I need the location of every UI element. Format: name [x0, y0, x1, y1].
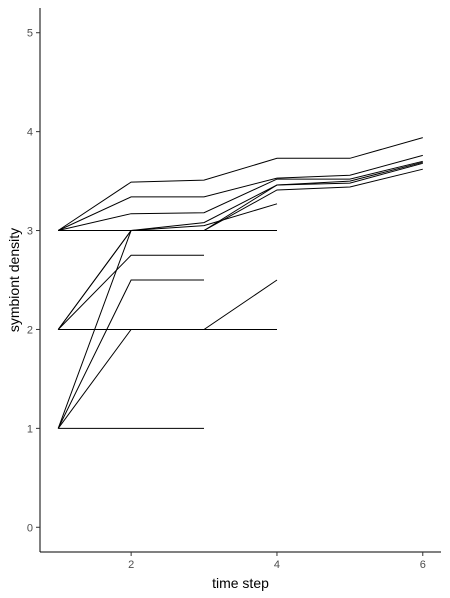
series-line-10 — [57, 279, 204, 429]
series-line-9 — [57, 254, 204, 330]
y-tick-label: 3 — [27, 226, 33, 238]
y-tick-label: 5 — [27, 28, 33, 40]
y-axis-title: symbiont density — [6, 228, 22, 332]
x-tick-label: 4 — [274, 559, 280, 571]
y-tick-label: 2 — [27, 324, 33, 336]
series-line-3 — [58, 160, 423, 231]
x-tick-label: 6 — [420, 559, 426, 571]
y-tick-label: 0 — [27, 522, 33, 534]
series-line-14 — [57, 230, 204, 429]
series-line-1 — [57, 137, 423, 231]
y-tick-label: 1 — [27, 423, 33, 435]
series-line-11 — [58, 279, 278, 330]
y-tick-label: 4 — [27, 127, 33, 139]
x-axis-title: time step — [212, 575, 269, 591]
series-line-7 — [58, 203, 278, 231]
series-line-2 — [57, 154, 423, 231]
series-line-13 — [57, 329, 204, 429]
x-tick-label: 2 — [128, 559, 134, 571]
axis-layer: 0 1 2 3 4 5 2 4 6 — [27, 8, 441, 571]
series-layer — [57, 137, 423, 429]
